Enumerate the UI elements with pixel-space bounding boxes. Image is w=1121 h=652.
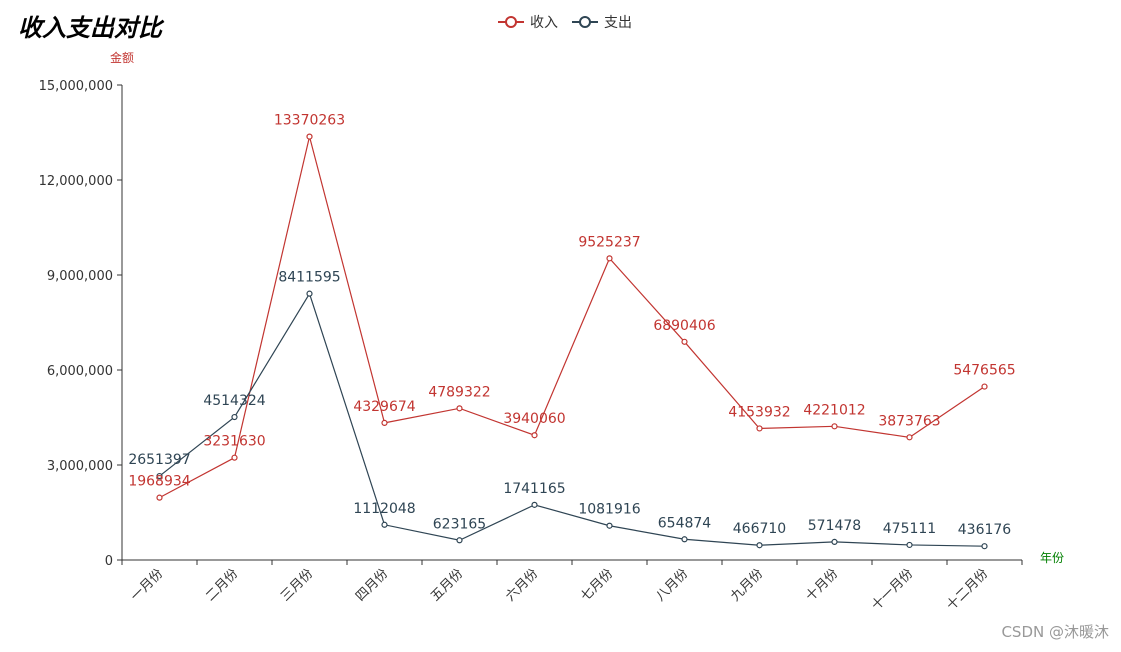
legend-item-income[interactable]: 收入 [498,12,558,32]
watermark: CSDN @沐暖沐 [1001,623,1109,641]
data-point [306,290,313,297]
data-point [531,432,538,439]
data-label: 4329674 [353,399,415,415]
data-point [231,413,238,421]
x-tick-label: 一月份 [128,566,166,604]
data-point [606,255,613,262]
chart-title: 收入支出对比 [18,14,162,42]
data-point [981,543,988,550]
data-point [381,521,388,528]
x-tick-label: 六月份 [503,566,541,604]
y-axis-title: 金额 [110,50,134,65]
data-label: 1081916 [578,502,640,518]
data-point [831,423,838,430]
legend-item-expense[interactable]: 支出 [572,12,632,32]
legend-income-label: 收入 [530,15,558,31]
x-tick-label: 七月份 [578,566,616,604]
data-point [456,405,463,412]
x-tick-label: 五月份 [428,566,466,604]
y-tick-label: 15,000,000 [39,79,113,94]
legend: 收入 支出 [498,12,632,32]
data-label: 571478 [808,518,861,534]
data-point [681,338,688,345]
data-label: 4153932 [728,404,790,420]
x-tick-label: 九月份 [728,566,766,604]
data-label: 1968934 [128,474,190,490]
data-label: 5476565 [953,363,1015,379]
data-point [906,434,913,441]
x-tick-label: 十二月份 [944,566,991,613]
data-point [381,419,388,426]
y-tick-label: 3,000,000 [47,459,113,474]
x-tick-label: 三月份 [278,566,316,604]
series-line-1 [159,292,985,547]
x-tick-label: 十一月份 [869,566,916,613]
y-tick-label: 12,000,000 [39,174,113,189]
legend-expense-label: 支出 [604,15,632,31]
y-tick-label: 9,000,000 [47,269,113,284]
data-label: 2651397 [128,452,190,468]
legend-income-icon [498,16,524,28]
data-point [306,133,313,140]
data-label: 6890406 [653,318,715,334]
data-point [906,541,913,549]
x-tick-label: 二月份 [203,566,241,604]
data-point [531,501,538,508]
x-tick-label: 十月份 [803,566,841,604]
data-label: 4789322 [428,384,490,400]
data-label: 4514324 [203,393,265,409]
data-label: 8411595 [278,270,340,286]
data-label: 9525237 [578,234,640,250]
y-tick-label: 6,000,000 [47,364,113,379]
x-tick-label: 四月份 [353,566,391,604]
data-point [456,537,463,544]
data-point [681,536,688,543]
data-label: 654874 [658,515,712,531]
data-label: 1741165 [503,481,565,497]
data-label: 3940060 [503,411,565,427]
data-label: 475111 [883,521,936,537]
data-label: 4221012 [803,402,865,418]
x-axis-title: 年份 [1040,551,1064,565]
data-label: 13370263 [274,113,345,129]
series-line-0 [159,136,985,499]
data-label: 623165 [433,516,486,532]
data-point [756,542,763,549]
legend-expense-icon [572,16,598,28]
data-point [156,472,163,480]
data-label: 1112048 [353,501,415,517]
x-tick-label: 八月份 [653,566,691,604]
data-point [756,425,763,432]
data-point [981,383,988,390]
data-point [831,538,838,546]
y-tick-label: 0 [105,554,113,569]
data-point [606,522,613,529]
data-point [231,454,238,461]
data-point [156,494,163,501]
data-label: 3873763 [878,413,940,429]
data-label: 3231630 [203,434,265,450]
data-label: 466710 [733,521,786,537]
data-label: 436176 [958,522,1012,538]
